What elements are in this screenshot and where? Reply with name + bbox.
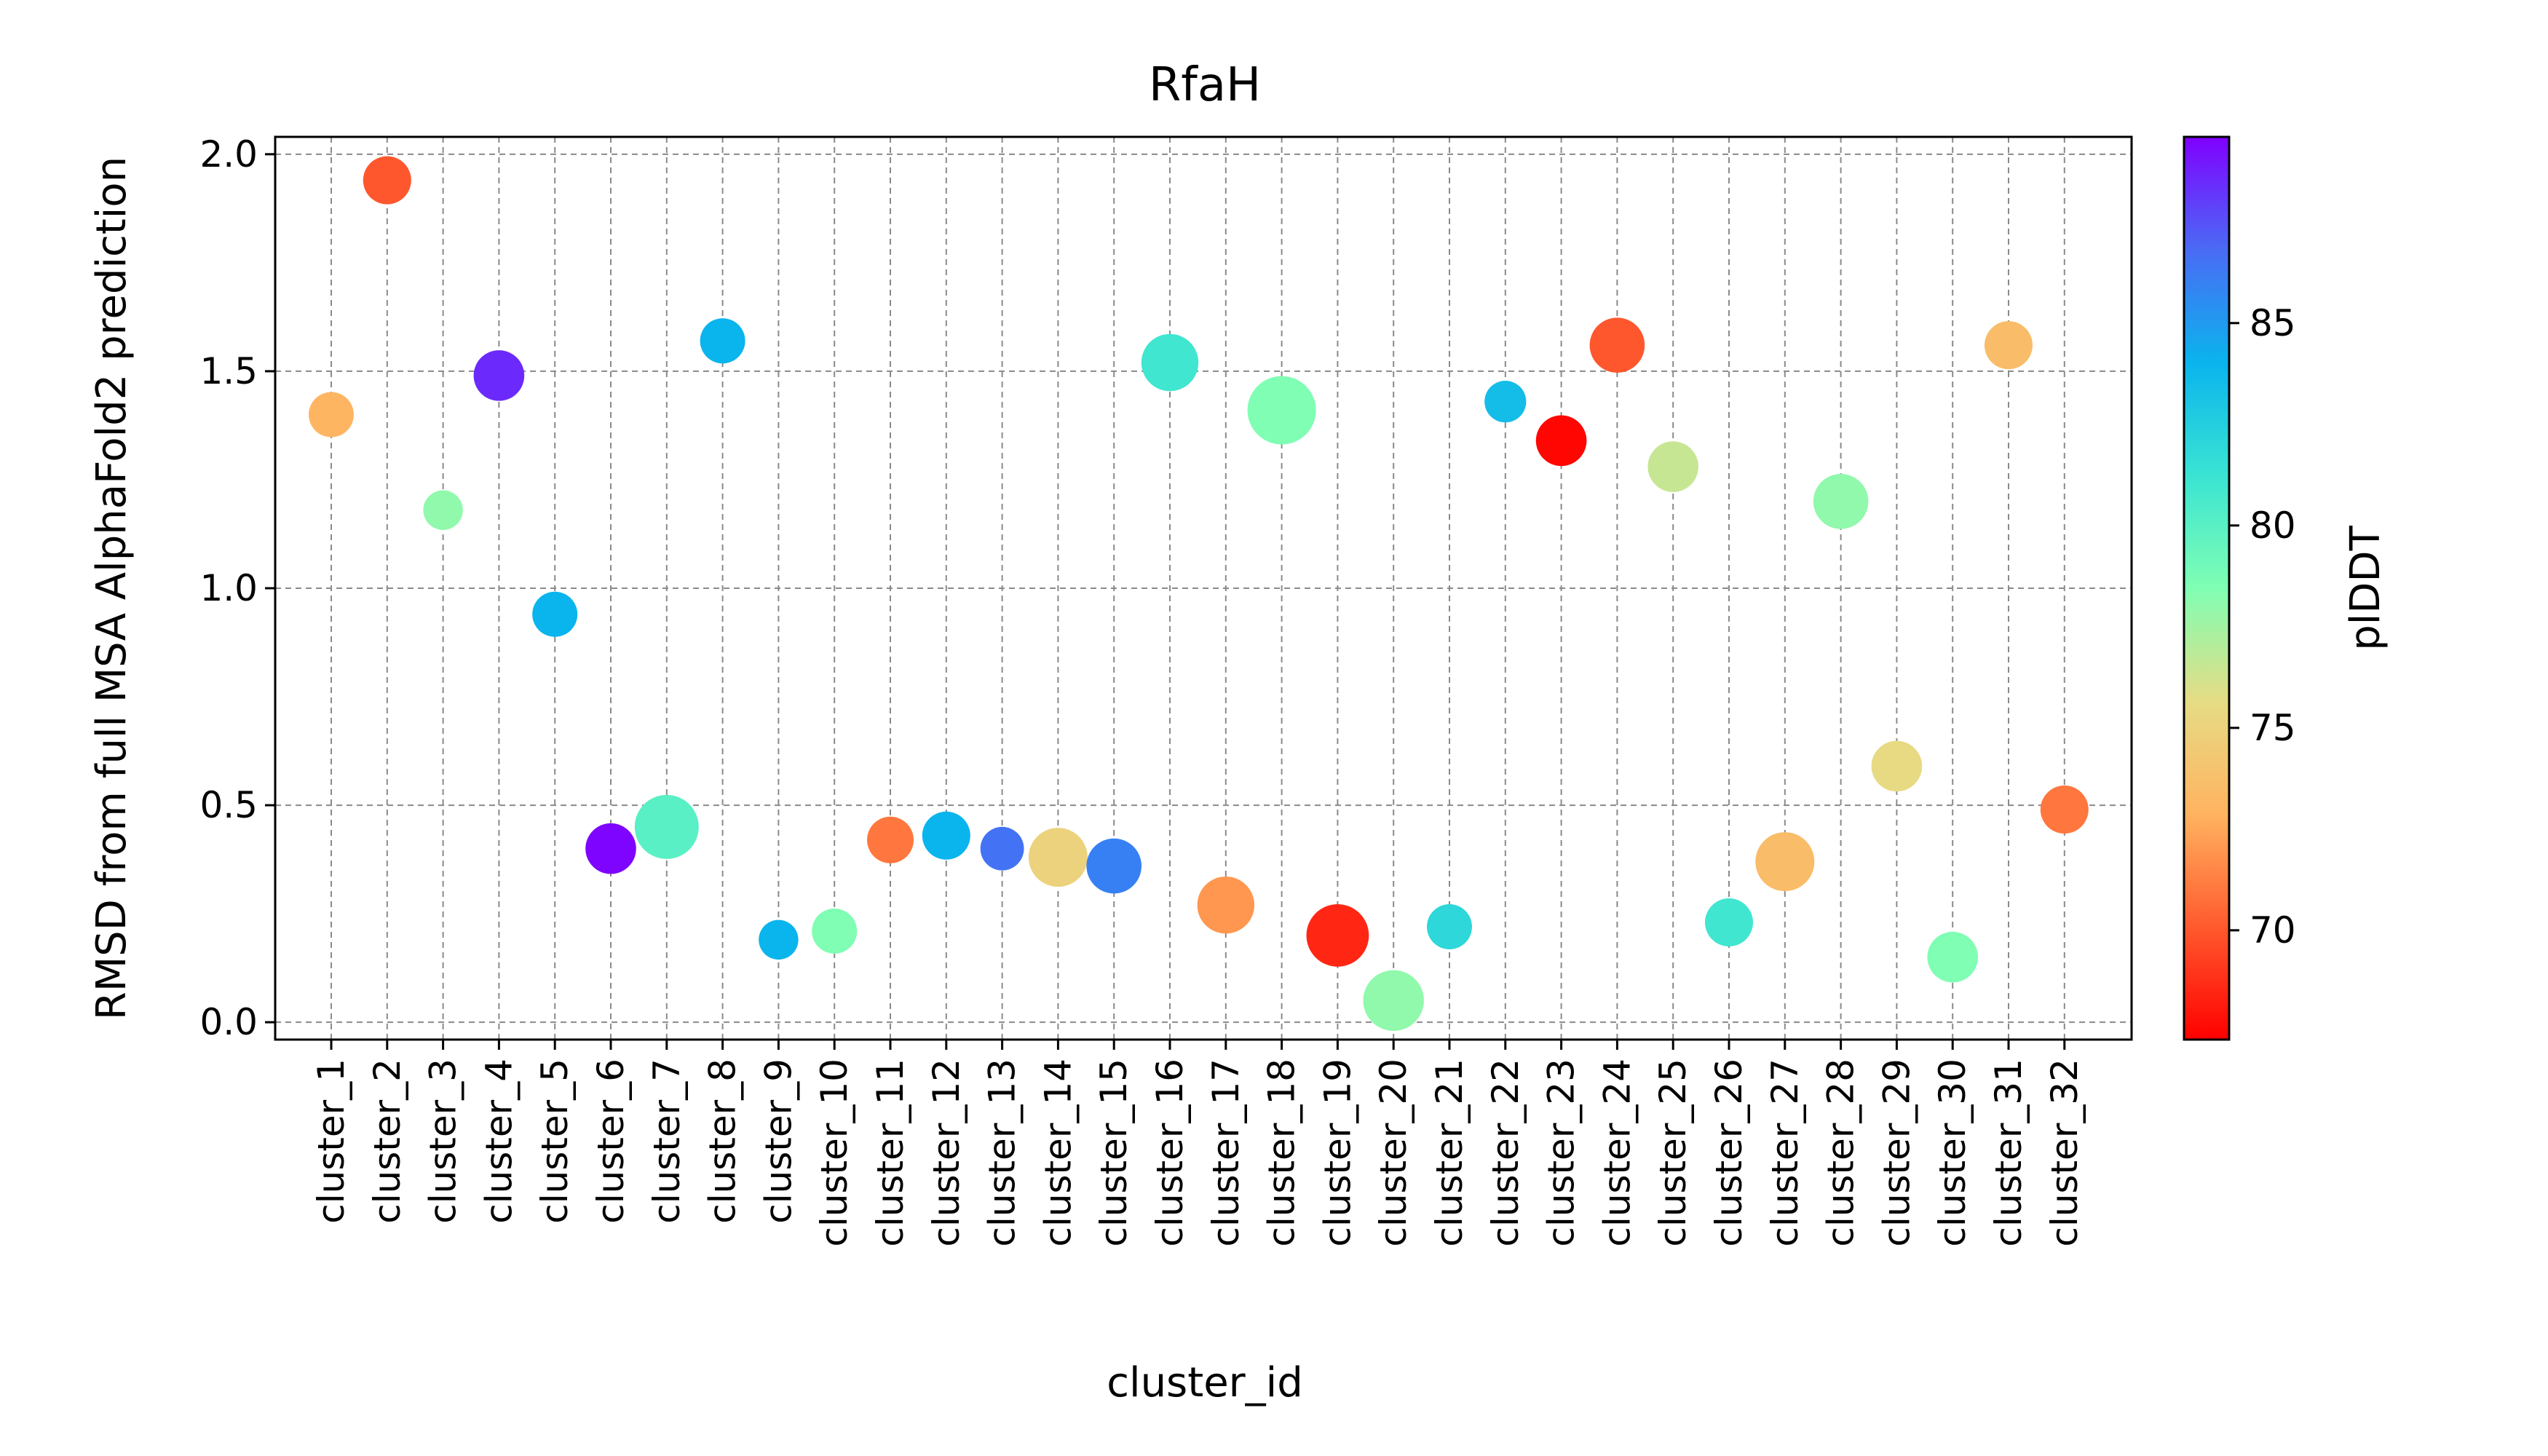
data-point-cluster-17 — [1197, 876, 1255, 934]
data-point-cluster-8 — [700, 318, 745, 364]
colorbar-label: plDDT — [2342, 525, 2389, 650]
y-axis: 0.0 0.5 1.0 1.5 2.0 — [199, 133, 275, 1043]
x-tick-label: cluster_32 — [2043, 1059, 2086, 1247]
data-point-cluster-7 — [634, 794, 699, 859]
data-point-cluster-20 — [1363, 970, 1424, 1032]
y-axis-label: RMSD from full MSA AlphaFold2 prediction — [88, 157, 135, 1020]
colorbar-tick-label: 80 — [2250, 505, 2296, 547]
x-axis-label: cluster_id — [1107, 1359, 1303, 1406]
x-tick-label: cluster_19 — [1316, 1059, 1358, 1247]
colorbar-gradient — [2183, 135, 2231, 1041]
x-tick-label: cluster_18 — [1261, 1059, 1303, 1247]
y-tick-label: 0.5 — [199, 784, 258, 826]
colorbar: 70 75 80 85 plDDT — [2183, 135, 2389, 1041]
x-tick-label: cluster_6 — [590, 1059, 632, 1224]
x-tick-label: cluster_21 — [1428, 1059, 1471, 1247]
x-tick-label: cluster_16 — [1149, 1059, 1191, 1247]
data-point-cluster-2 — [363, 156, 411, 205]
data-point-cluster-30 — [1927, 931, 1978, 983]
x-tick-label: cluster_24 — [1596, 1059, 1638, 1247]
data-point-cluster-29 — [1871, 740, 1923, 792]
y-tick-label: 0.0 — [199, 1001, 258, 1043]
data-point-cluster-3 — [423, 490, 463, 530]
data-point-cluster-19 — [1306, 904, 1369, 967]
x-tick-label: cluster_8 — [702, 1059, 744, 1224]
data-point-cluster-11 — [867, 816, 914, 863]
x-tick-label: cluster_5 — [534, 1059, 576, 1224]
chart-title: RfaH — [1149, 58, 1261, 112]
x-tick-label: cluster_17 — [1205, 1059, 1247, 1247]
x-tick-label: cluster_11 — [869, 1059, 911, 1247]
y-tick-label: 1.0 — [199, 567, 258, 609]
x-tick-label: cluster_28 — [1820, 1059, 1862, 1247]
y-tick-label: 2.0 — [199, 133, 258, 175]
data-point-cluster-5 — [532, 591, 578, 637]
x-tick-label: cluster_10 — [813, 1059, 855, 1247]
x-tick-label: cluster_13 — [981, 1059, 1024, 1247]
data-point-cluster-22 — [1484, 381, 1527, 423]
x-tick-label: cluster_7 — [646, 1059, 688, 1224]
data-point-cluster-26 — [1705, 898, 1753, 947]
data-point-cluster-6 — [585, 823, 636, 874]
data-point-cluster-4 — [473, 350, 525, 401]
x-tick-label: cluster_12 — [925, 1059, 968, 1247]
x-tick-label: cluster_26 — [1708, 1059, 1750, 1247]
x-tick-label: cluster_23 — [1540, 1059, 1583, 1247]
data-point-cluster-28 — [1813, 473, 1869, 529]
data-points — [309, 156, 2089, 1032]
x-tick-label: cluster_15 — [1093, 1059, 1135, 1247]
data-point-cluster-32 — [2040, 786, 2089, 834]
data-point-cluster-16 — [1141, 333, 1199, 392]
data-point-cluster-21 — [1427, 904, 1472, 949]
x-tick-label: cluster_3 — [422, 1059, 464, 1224]
x-tick-label: cluster_2 — [366, 1059, 408, 1224]
x-axis: cluster_1 cluster_2 cluster_3 cluster_4 clus… — [310, 1040, 2086, 1247]
x-tick-label: cluster_4 — [478, 1059, 520, 1224]
x-tick-label: cluster_31 — [1987, 1059, 2030, 1247]
data-point-cluster-14 — [1028, 828, 1088, 887]
data-point-cluster-13 — [980, 826, 1024, 871]
x-tick-label: cluster_1 — [310, 1059, 352, 1224]
data-point-cluster-15 — [1086, 838, 1142, 894]
colorbar-tick-label: 85 — [2250, 302, 2296, 344]
data-point-cluster-23 — [1535, 415, 1587, 467]
y-tick-label: 1.5 — [199, 350, 258, 392]
x-tick-label: cluster_30 — [1931, 1059, 1974, 1247]
x-tick-label: cluster_25 — [1652, 1059, 1694, 1247]
data-point-cluster-25 — [1647, 441, 1698, 492]
x-tick-label: cluster_20 — [1372, 1059, 1415, 1247]
data-point-cluster-9 — [759, 919, 799, 960]
data-point-cluster-12 — [922, 811, 970, 860]
x-tick-label: cluster_29 — [1875, 1059, 1918, 1247]
data-point-cluster-24 — [1589, 317, 1645, 373]
x-tick-label: cluster_14 — [1037, 1059, 1079, 1247]
x-tick-label: cluster_27 — [1764, 1059, 1806, 1247]
data-point-cluster-1 — [309, 392, 354, 438]
data-point-cluster-27 — [1755, 832, 1815, 892]
x-tick-label: cluster_22 — [1484, 1059, 1527, 1247]
x-tick-label: cluster_9 — [757, 1059, 799, 1224]
colorbar-ticks: 70 75 80 85 — [2229, 302, 2296, 951]
grid-lines — [275, 137, 2132, 1040]
colorbar-tick-label: 75 — [2250, 707, 2296, 749]
data-point-cluster-31 — [1985, 321, 2033, 370]
data-point-cluster-10 — [812, 908, 858, 954]
colorbar-tick-label: 70 — [2250, 909, 2296, 951]
data-point-cluster-18 — [1247, 376, 1316, 445]
